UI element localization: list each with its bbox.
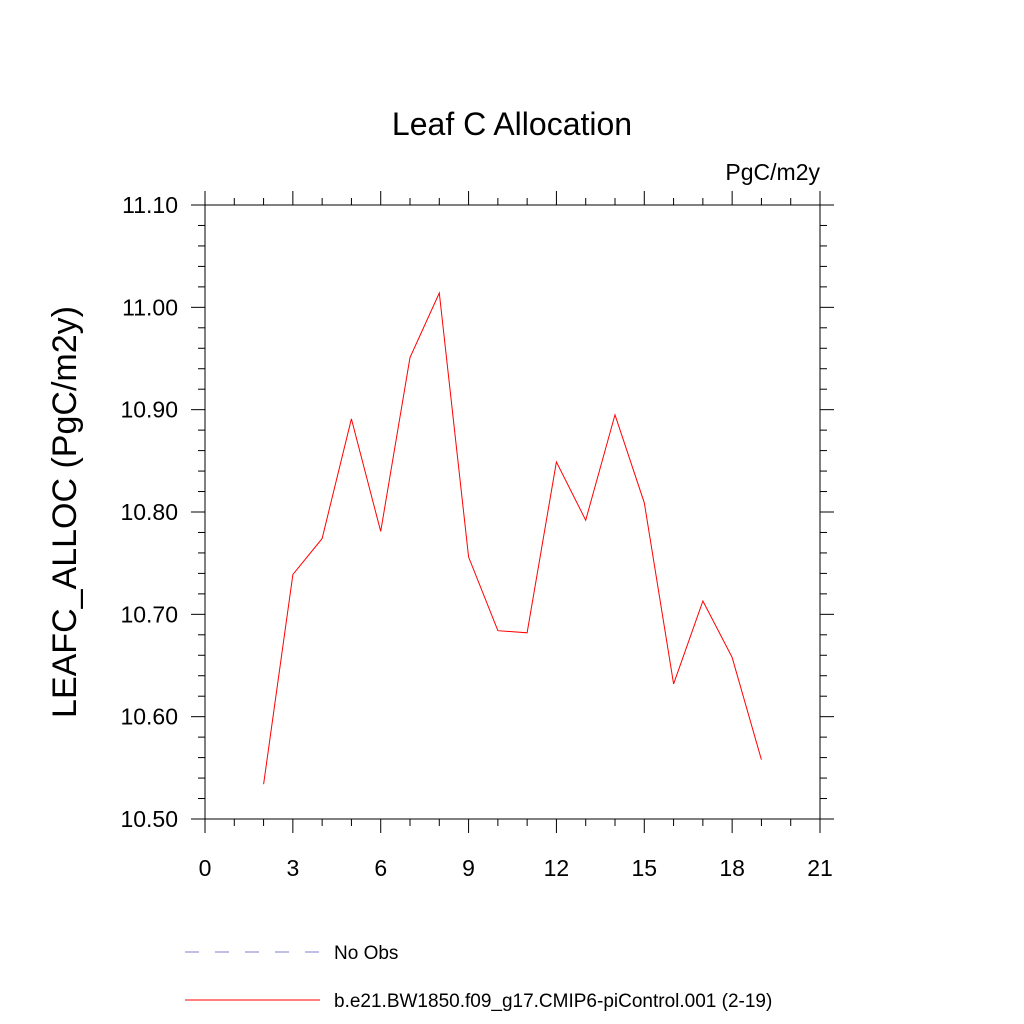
y-tick-label: 10.50 bbox=[120, 806, 178, 832]
legend: No Obs b.e21.BW1850.f09_g17.CMIP6-piContr… bbox=[185, 943, 772, 1012]
series-line bbox=[263, 291, 762, 785]
y-tick-label: 10.70 bbox=[120, 601, 178, 627]
x-tick-label: 6 bbox=[374, 855, 387, 881]
x-tick-label: 3 bbox=[286, 855, 299, 881]
x-tick-label: 9 bbox=[462, 855, 475, 881]
y-tick-label: 10.60 bbox=[120, 704, 178, 730]
plot-frame bbox=[204, 204, 821, 820]
legend-label: b.e21.BW1850.f09_g17.CMIP6-piControl.001… bbox=[334, 991, 772, 1012]
chart-title: Leaf C Allocation bbox=[392, 106, 632, 142]
x-tick-label: 18 bbox=[719, 855, 745, 881]
units-label: PgC/m2y bbox=[725, 159, 820, 185]
y-tick-label: 10.90 bbox=[120, 397, 178, 423]
legend-label: No Obs bbox=[334, 943, 398, 964]
y-tick-label: 10.80 bbox=[120, 499, 178, 525]
plot-axes: 0 3 6 9 12 15 18 21 10.50 10.60 10.70 10.80 10.90 11.… bbox=[120, 191, 834, 881]
y-tick-label: 11.10 bbox=[122, 192, 178, 218]
y-tick-label: 11.00 bbox=[122, 294, 178, 320]
x-tick-label: 21 bbox=[807, 855, 833, 881]
x-tick-label: 0 bbox=[199, 855, 212, 881]
x-tick-label: 12 bbox=[544, 855, 570, 881]
x-tick-label: 15 bbox=[631, 855, 657, 881]
y-axis-label: LEAFC_ALLOC (PgC/m2y) bbox=[46, 306, 84, 718]
series-layer bbox=[263, 291, 762, 785]
